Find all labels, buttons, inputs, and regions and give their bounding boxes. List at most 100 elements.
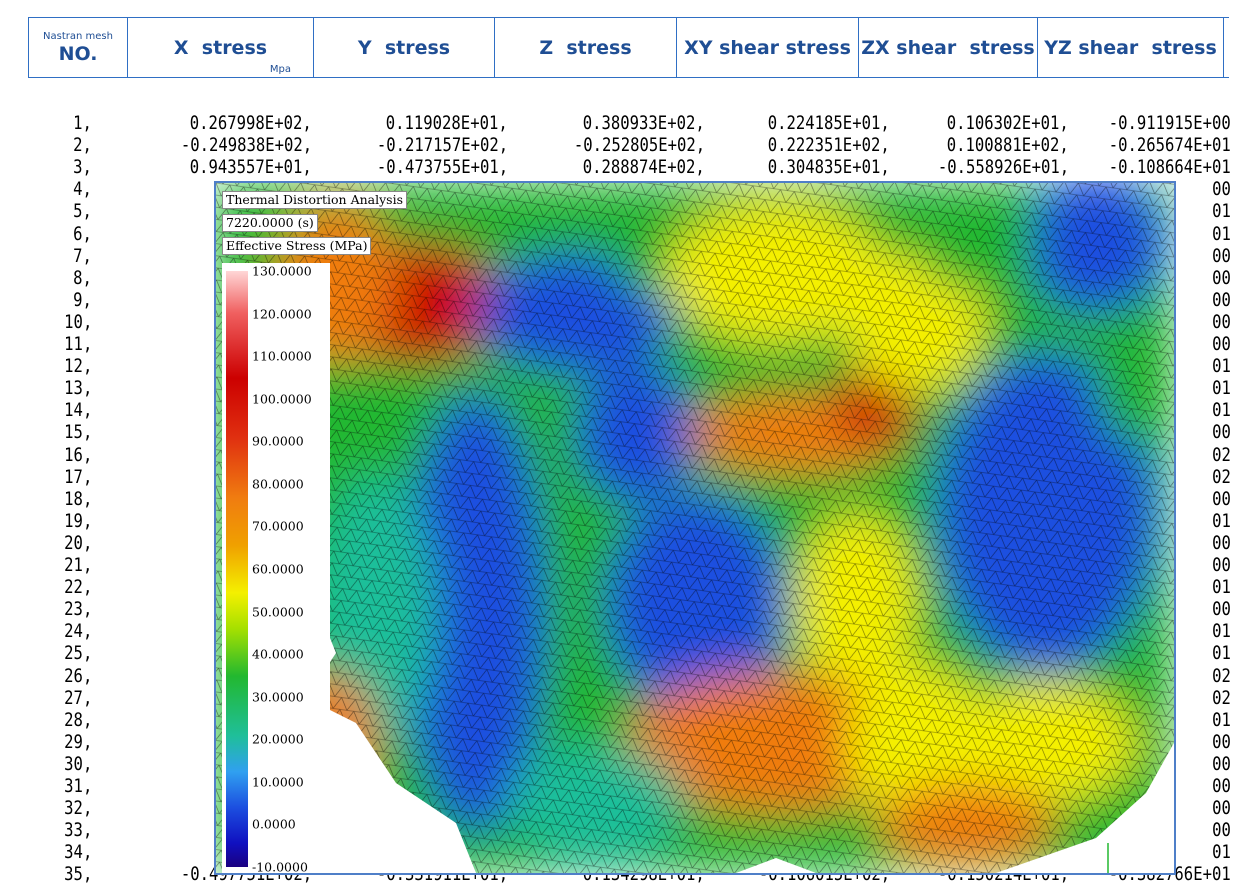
stress-value-cell: 0.106302E+01, bbox=[947, 112, 1069, 134]
stress-value-cell: 00 bbox=[1212, 178, 1231, 201]
stress-value-cell: 0.222351E+02, bbox=[768, 134, 890, 157]
row-number-cell: 18, bbox=[63, 487, 92, 510]
stress-value-cell: 00 bbox=[1212, 266, 1231, 289]
stress-value-cell: 00 bbox=[1212, 310, 1231, 333]
header-xy-shear-label: XY shear stress bbox=[684, 36, 851, 59]
header-x-stress-unit: Mpa bbox=[269, 64, 291, 75]
row-number-cell: 35, bbox=[63, 863, 92, 886]
row-number-cell: 15, bbox=[63, 421, 92, 444]
stress-value-cell: 0.119028E+01, bbox=[386, 112, 508, 134]
stress-value-cell: 00 bbox=[1212, 487, 1231, 510]
row-number-cell: 3, bbox=[73, 156, 92, 179]
stress-value-cell: 0.380933E+02, bbox=[583, 112, 705, 134]
legend-tick-label: 20.0000 bbox=[252, 731, 304, 747]
legend-tick-label: 110.0000 bbox=[252, 348, 312, 364]
plot-time: 7220.0000 (s) bbox=[222, 214, 318, 232]
header-no-label: NO. bbox=[58, 42, 98, 65]
row-number-cell: 20, bbox=[63, 531, 92, 554]
stress-value-cell: -0.108664E+01 bbox=[1109, 156, 1231, 179]
row-number-cell: 19, bbox=[63, 509, 92, 532]
header-x-stress-label: X stress bbox=[173, 36, 268, 59]
header-cell-xy-shear: XY shear stress bbox=[677, 18, 859, 77]
row-number-cell: 12, bbox=[63, 355, 92, 378]
row-number-cell: 2, bbox=[73, 134, 92, 157]
fea-stress-plot: Thermal Distortion Analysis 7220.0000 (s… bbox=[214, 181, 1176, 875]
stress-value-cell: 01 bbox=[1212, 576, 1231, 599]
stress-value-cell: 02 bbox=[1212, 443, 1231, 466]
stress-value-cell: 00 bbox=[1212, 752, 1231, 775]
stress-value-cell: 00 bbox=[1212, 244, 1231, 267]
stress-value-cell: 01 bbox=[1212, 200, 1231, 223]
legend-tick-label: 90.0000 bbox=[252, 433, 304, 449]
plot-title: Thermal Distortion Analysis bbox=[222, 191, 407, 209]
row-number-cell: 4, bbox=[73, 178, 92, 201]
legend-tick-label: 60.0000 bbox=[252, 561, 304, 577]
header-y-stress-label: Y stress bbox=[357, 36, 451, 59]
header-zx-shear-label: ZX shear stress bbox=[861, 36, 1035, 59]
row-number-cell: 11, bbox=[63, 333, 92, 355]
stress-value-cell: 0.304835E+01, bbox=[768, 156, 890, 179]
row-number-cell: 14, bbox=[63, 399, 92, 422]
stress-value-cell: 0.288874E+02, bbox=[583, 156, 705, 179]
row-number-cell: 29, bbox=[63, 730, 92, 753]
stress-value-cell: 01 bbox=[1212, 708, 1231, 731]
stress-value-cell: 01 bbox=[1212, 841, 1231, 864]
legend-tick-label: 40.0000 bbox=[252, 646, 304, 662]
row-number-cell: 27, bbox=[63, 686, 92, 709]
row-number-cell: 7, bbox=[73, 244, 92, 267]
legend-tick-label: 100.0000 bbox=[252, 391, 312, 407]
stress-value-cell: 01 bbox=[1212, 222, 1231, 245]
stress-value-cell: 00 bbox=[1212, 775, 1231, 797]
stress-value-cell: -0.252805E+02, bbox=[573, 134, 705, 157]
row-number-cell: 6, bbox=[73, 222, 92, 245]
stress-value-cell: 01 bbox=[1212, 509, 1231, 532]
stress-value-cell: -0.265674E+01 bbox=[1109, 134, 1231, 157]
row-number-cell: 26, bbox=[63, 664, 92, 687]
table-row: 1, 0.267998E+02, 0.119028E+01, 0.380933E+02… bbox=[0, 112, 1260, 134]
row-number-cell: 13, bbox=[63, 377, 92, 400]
stress-value-cell: -0.911915E+00 bbox=[1109, 112, 1231, 134]
stress-value-cell: -0.558926E+01, bbox=[937, 156, 1069, 179]
stress-value-cell: 00 bbox=[1212, 730, 1231, 753]
stress-value-cell: -0.217157E+02, bbox=[376, 134, 508, 157]
row-number-cell: 23, bbox=[63, 598, 92, 621]
row-number-cell: 16, bbox=[63, 443, 92, 466]
header-cell-zx-shear: ZX shear stress bbox=[859, 18, 1038, 77]
stress-value-cell: 01 bbox=[1212, 642, 1231, 665]
row-number-cell: 5, bbox=[73, 200, 92, 223]
legend-tick-label: 70.0000 bbox=[252, 518, 304, 534]
legend-tick-label: -10.0000 bbox=[252, 859, 308, 875]
stress-value-cell: 00 bbox=[1212, 554, 1231, 576]
stress-value-cell: 00 bbox=[1212, 797, 1231, 820]
header-z-stress-label: Z stress bbox=[539, 36, 632, 59]
stress-value-cell: 02 bbox=[1212, 686, 1231, 709]
row-number-cell: 32, bbox=[63, 797, 92, 820]
row-number-cell: 31, bbox=[63, 775, 92, 797]
row-number-cell: 8, bbox=[73, 266, 92, 289]
row-number-cell: 17, bbox=[63, 465, 92, 488]
column-header-table: Nastran mesh NO. X stress Mpa Y stress Z… bbox=[28, 17, 1229, 78]
legend-tick-label: 120.0000 bbox=[252, 306, 312, 322]
stress-value-cell: 01 bbox=[1212, 377, 1231, 400]
plot-quantity: Effective Stress (MPa) bbox=[222, 237, 372, 255]
row-number-cell: 25, bbox=[63, 642, 92, 665]
legend-tick-label: 0.0000 bbox=[252, 816, 296, 832]
header-cell-x-stress: X stress Mpa bbox=[128, 18, 314, 77]
row-number-cell: 9, bbox=[73, 288, 92, 311]
legend-tick-label: 80.0000 bbox=[252, 476, 304, 492]
legend-color-bar bbox=[226, 271, 248, 867]
stress-value-cell: 00 bbox=[1212, 288, 1231, 311]
row-number-cell: 33, bbox=[63, 819, 92, 842]
header-cell-z-stress: Z stress bbox=[495, 18, 677, 77]
stress-value-cell: 02 bbox=[1212, 664, 1231, 687]
header-no-caption: Nastran mesh bbox=[43, 30, 113, 42]
stress-value-cell: 00 bbox=[1212, 333, 1231, 355]
row-number-cell: 22, bbox=[63, 576, 92, 599]
stress-value-cell: 0.100881E+02, bbox=[947, 134, 1069, 157]
row-number-cell: 28, bbox=[63, 708, 92, 731]
stress-value-cell: 00 bbox=[1212, 531, 1231, 554]
stress-value-cell: 00 bbox=[1212, 421, 1231, 444]
stress-value-cell: -0.473755E+01, bbox=[376, 156, 508, 179]
stress-value-cell: 0.224185E+01, bbox=[768, 112, 890, 134]
legend-tick-label: 10.0000 bbox=[252, 774, 304, 790]
